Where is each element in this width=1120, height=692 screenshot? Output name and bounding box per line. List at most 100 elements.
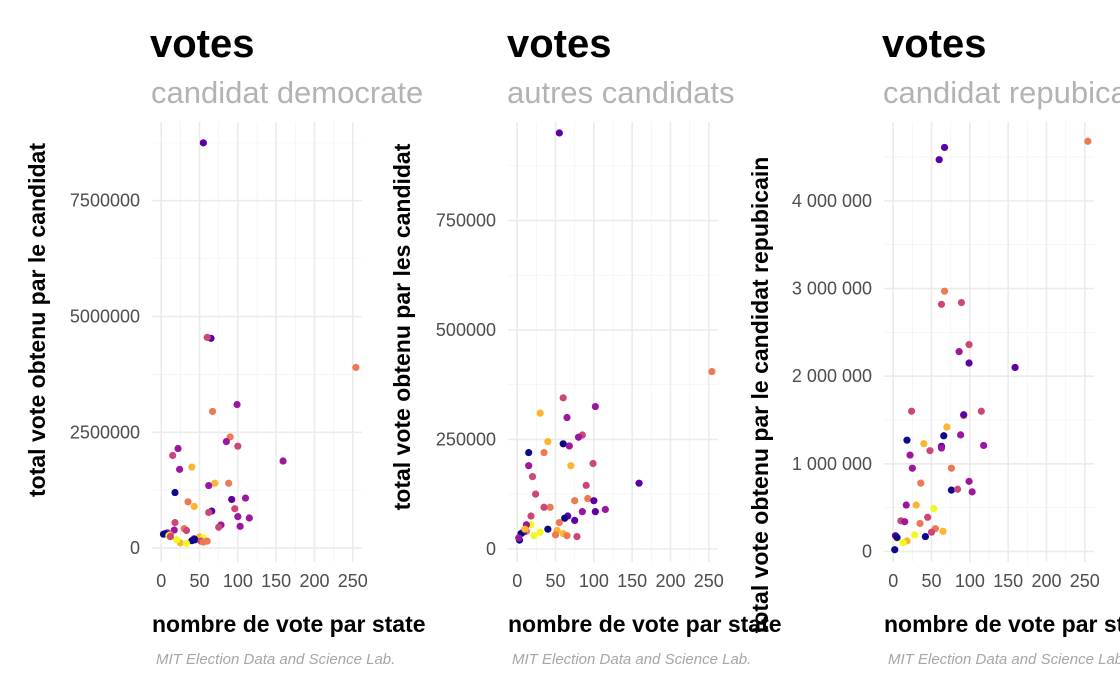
scatter-point — [530, 532, 538, 540]
scatter-point — [924, 513, 932, 521]
scatter-point — [911, 531, 919, 539]
scatter-point — [940, 287, 949, 295]
scatter-point — [578, 508, 586, 516]
scatter-point — [546, 503, 554, 511]
scatter-point — [199, 139, 207, 147]
y-tick-label: 3 000 000 — [792, 279, 872, 299]
y-tick-label: 2 000 000 — [792, 366, 872, 386]
scatter-point — [591, 402, 599, 411]
scatter-point — [965, 341, 973, 349]
scatter-point — [175, 465, 184, 473]
scatter-point — [920, 440, 928, 448]
scatter-point — [893, 533, 901, 542]
x-tick-label: 150 — [617, 571, 647, 591]
scatter-point — [926, 447, 934, 455]
scatter-point — [228, 495, 236, 504]
scatter-point — [937, 300, 946, 308]
x-axis-label: nombre de vote par state — [884, 611, 1120, 637]
scatter-point — [521, 525, 529, 533]
scatter-point — [977, 407, 985, 415]
scatter-point — [182, 539, 191, 548]
scatter-point — [1084, 137, 1092, 145]
scatter-point — [916, 519, 924, 528]
scatter-point — [203, 333, 211, 341]
x-axis-label: nombre de vote par state — [152, 611, 426, 637]
chart-title: votes — [882, 22, 987, 66]
scatter-point — [166, 532, 174, 541]
y-axis-ticks: 0 1 000 000 2 000 000 3 000 000 4 000 000 — [792, 191, 872, 562]
scatter-point — [590, 497, 598, 505]
scatter-point — [940, 432, 948, 440]
scatter-point — [184, 498, 192, 506]
scatter-point — [536, 528, 544, 536]
scatter-point — [531, 490, 540, 498]
scatter-point — [540, 503, 548, 511]
x-tick-label: 250 — [1070, 571, 1100, 591]
panel-repubicain: votes candidat repubicain 0 50 100 150 200 25… — [747, 22, 1120, 668]
scatter-point — [182, 526, 191, 535]
scatter-point — [559, 440, 567, 448]
scatter-point — [171, 519, 179, 527]
x-tick-label: 150 — [993, 571, 1023, 591]
scatter-point — [231, 505, 239, 513]
scatter-point — [584, 494, 592, 503]
scatter-point — [960, 411, 968, 419]
scatter-point — [171, 488, 179, 497]
scatter-point — [208, 407, 217, 416]
scatter-point — [555, 518, 563, 527]
x-tick-label: 50 — [546, 571, 566, 591]
scatter-point — [571, 497, 579, 505]
panel-democrate: votes candidat democrate 0 50 100 150 200 250… — [24, 22, 426, 668]
scatter-point — [591, 508, 599, 516]
chart-subtitle: candidat repubicain — [883, 75, 1120, 110]
y-tick-label: 0 — [862, 541, 872, 561]
y-tick-label: 5000000 — [70, 307, 140, 327]
scatter-point — [234, 442, 242, 450]
scatter-point — [980, 441, 988, 450]
x-tick-label: 200 — [1031, 571, 1061, 591]
scatter-point — [544, 525, 552, 533]
scatter-point — [927, 528, 936, 536]
scatter-point — [172, 536, 181, 544]
scatter-point — [205, 508, 213, 517]
scatter-point — [188, 463, 196, 471]
scatter-point — [215, 523, 223, 531]
y-axis-label: total vote obtenu par le candidat repubi… — [747, 157, 773, 634]
scatter-point — [234, 513, 242, 521]
y-axis-ticks: 0 2500000 5000000 7500000 — [70, 191, 140, 558]
scatter-points — [891, 137, 1092, 554]
scatter-point — [190, 502, 198, 511]
x-tick-label: 50 — [922, 571, 942, 591]
x-tick-label: 200 — [299, 571, 329, 591]
y-tick-label: 0 — [486, 539, 496, 559]
scatter-point — [559, 394, 567, 402]
scatter-point — [939, 527, 947, 535]
scatter-point — [563, 532, 571, 540]
scatter-point — [199, 538, 207, 546]
scatter-point — [1011, 363, 1019, 372]
scatter-point — [968, 488, 976, 496]
chart-subtitle: autres candidats — [507, 75, 734, 110]
scatter-point — [525, 448, 533, 457]
scatter-point — [908, 464, 916, 472]
scatter-point — [233, 400, 241, 409]
y-tick-label: 7500000 — [70, 191, 140, 211]
x-axis-label: nombre de vote par state — [508, 611, 782, 637]
scatter-point — [912, 501, 920, 509]
scatter-point — [528, 473, 537, 481]
scatter-point — [965, 359, 973, 367]
scatter-point — [955, 348, 963, 356]
scatter-points — [159, 139, 360, 548]
scatter-point — [965, 477, 973, 485]
x-axis-ticks: 0 50 100 150 200 250 — [156, 571, 368, 591]
scatter-point — [943, 423, 951, 431]
y-tick-label: 0 — [130, 538, 140, 558]
scatter-point — [935, 156, 943, 164]
scatter-point — [917, 479, 925, 487]
scatter-point — [551, 531, 560, 539]
scatter-point — [544, 438, 552, 446]
scatter-point — [947, 486, 956, 494]
scatter-point — [937, 444, 946, 452]
plot-grid — [508, 122, 718, 562]
scatter-point — [957, 431, 965, 439]
